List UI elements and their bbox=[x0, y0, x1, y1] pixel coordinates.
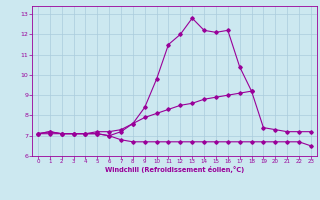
X-axis label: Windchill (Refroidissement éolien,°C): Windchill (Refroidissement éolien,°C) bbox=[105, 166, 244, 173]
